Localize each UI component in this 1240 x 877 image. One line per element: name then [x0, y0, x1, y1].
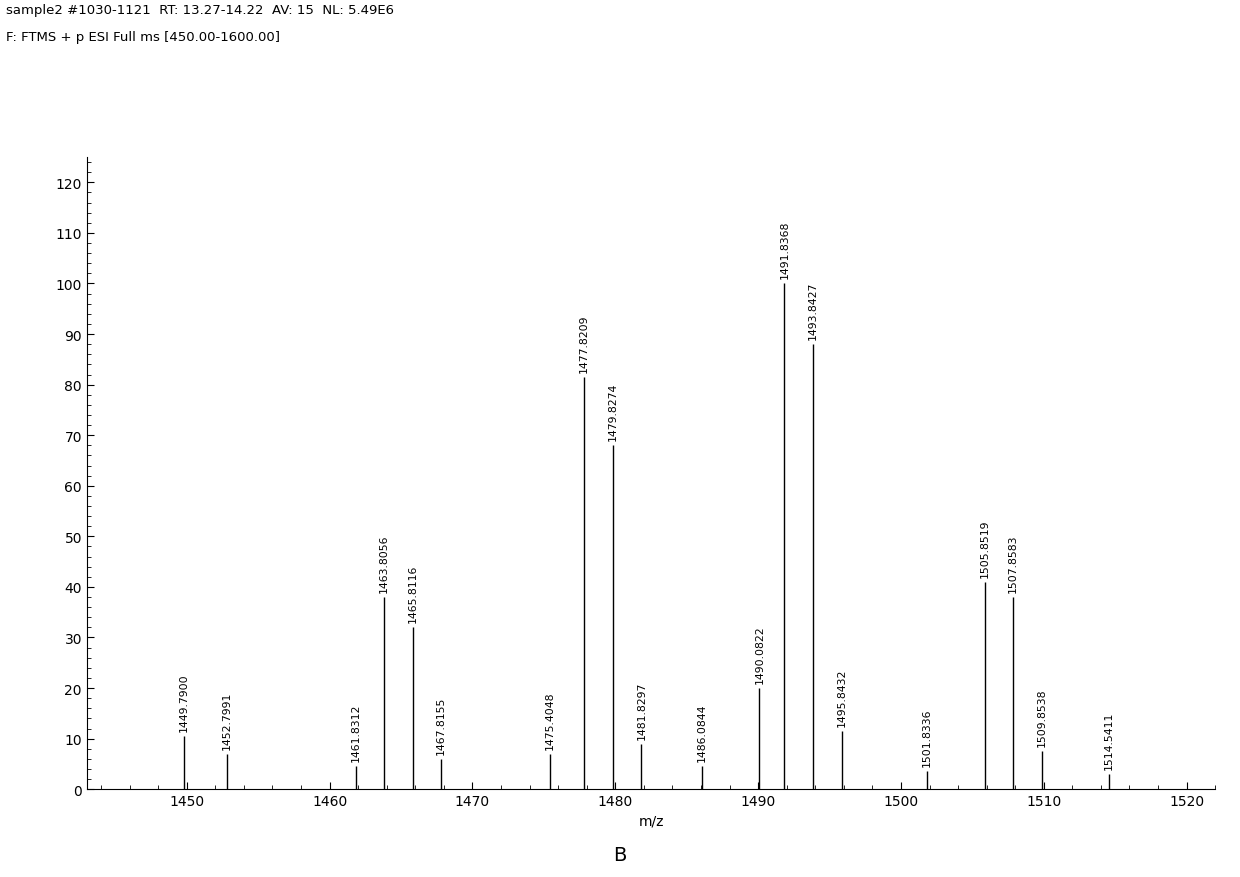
Text: 1495.8432: 1495.8432: [837, 668, 847, 726]
Text: 1507.8583: 1507.8583: [1008, 534, 1018, 592]
Text: F: FTMS + p ESI Full ms [450.00-1600.00]: F: FTMS + p ESI Full ms [450.00-1600.00]: [6, 31, 280, 44]
Text: 1501.8336: 1501.8336: [923, 708, 932, 766]
Text: 1461.8312: 1461.8312: [351, 703, 361, 761]
Text: 1479.8274: 1479.8274: [608, 382, 618, 441]
Text: 1486.0844: 1486.0844: [697, 703, 707, 761]
Text: 1493.8427: 1493.8427: [808, 282, 818, 339]
Text: sample2 #1030-1121  RT: 13.27-14.22  AV: 15  NL: 5.49E6: sample2 #1030-1121 RT: 13.27-14.22 AV: 1…: [6, 4, 394, 18]
Text: 1449.7900: 1449.7900: [179, 673, 188, 731]
Text: 1477.8209: 1477.8209: [579, 314, 589, 373]
Text: 1509.8538: 1509.8538: [1037, 688, 1047, 746]
X-axis label: m/z: m/z: [639, 814, 663, 828]
Text: 1491.8368: 1491.8368: [780, 221, 790, 279]
Text: 1481.8297: 1481.8297: [636, 681, 646, 738]
Text: 1505.8519: 1505.8519: [980, 518, 990, 577]
Text: 1475.4048: 1475.4048: [544, 690, 554, 749]
Text: 1452.7991: 1452.7991: [222, 690, 232, 749]
Text: 1514.5411: 1514.5411: [1104, 710, 1114, 769]
Text: B: B: [614, 845, 626, 864]
Text: 1490.0822: 1490.0822: [754, 624, 764, 683]
Text: 1465.8116: 1465.8116: [408, 564, 418, 623]
Text: 1467.8155: 1467.8155: [436, 695, 446, 754]
Text: 1463.8056: 1463.8056: [379, 534, 389, 592]
